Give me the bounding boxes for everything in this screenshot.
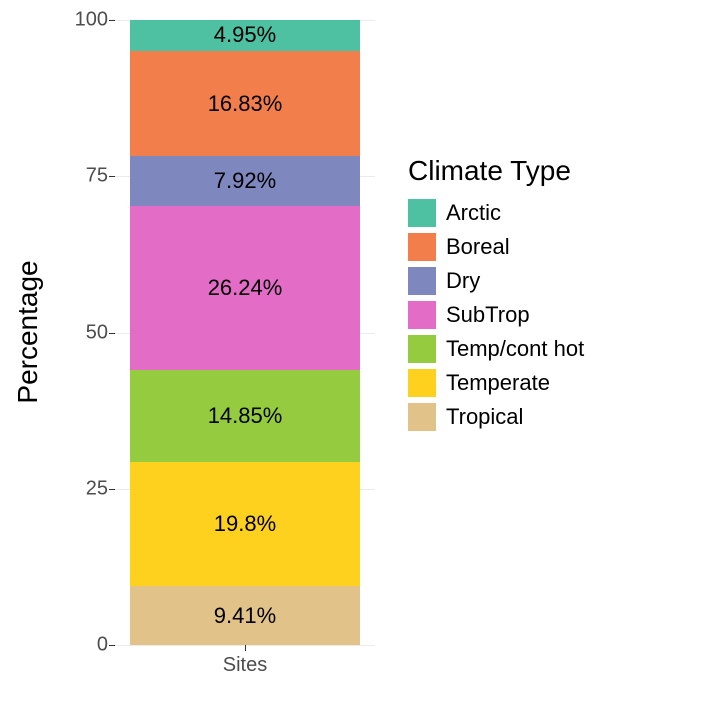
x-tick-label: Sites bbox=[223, 654, 267, 677]
legend-swatch bbox=[408, 369, 436, 397]
legend-item-boreal: Boreal bbox=[408, 233, 584, 261]
legend-swatch bbox=[408, 301, 436, 329]
legend-swatch bbox=[408, 267, 436, 295]
segment-label: 7.92% bbox=[214, 168, 276, 194]
y-tick-label: 50 bbox=[86, 321, 108, 344]
legend-label: Dry bbox=[446, 268, 480, 294]
segment-label: 4.95% bbox=[214, 22, 276, 48]
legend-label: Boreal bbox=[446, 234, 510, 260]
segment-label: 16.83% bbox=[208, 91, 283, 117]
legend-label: SubTrop bbox=[446, 302, 530, 328]
segment-boreal: 16.83% bbox=[130, 51, 360, 156]
segment-label: 9.41% bbox=[214, 603, 276, 629]
legend-swatch bbox=[408, 403, 436, 431]
segment-arctic: 4.95% bbox=[130, 20, 360, 51]
legend-item-dry: Dry bbox=[408, 267, 584, 295]
y-tick-label: 25 bbox=[86, 477, 108, 500]
legend-label: Arctic bbox=[446, 200, 501, 226]
y-tick-label: 75 bbox=[86, 165, 108, 188]
legend-label: Temp/cont hot bbox=[446, 336, 584, 362]
segment-label: 19.8% bbox=[214, 511, 276, 537]
legend-item-tropical: Tropical bbox=[408, 403, 584, 431]
legend-swatch bbox=[408, 233, 436, 261]
y-tick-label: 100 bbox=[75, 9, 108, 32]
segment-subtrop: 26.24% bbox=[130, 206, 360, 370]
legend-item-subtrop: SubTrop bbox=[408, 301, 584, 329]
legend-title: Climate Type bbox=[408, 155, 584, 187]
y-tick-label: 0 bbox=[97, 634, 108, 657]
legend-label: Temperate bbox=[446, 370, 550, 396]
segment-tropical: 9.41% bbox=[130, 586, 360, 645]
legend-item-temperate: Temperate bbox=[408, 369, 584, 397]
segment-label: 14.85% bbox=[208, 403, 283, 429]
y-axis-title: Percentage bbox=[12, 260, 44, 403]
x-tick-mark bbox=[245, 645, 246, 651]
legend-item-temp-cont-hot: Temp/cont hot bbox=[408, 335, 584, 363]
segment-temperate: 19.8% bbox=[130, 462, 360, 586]
legend-swatch bbox=[408, 335, 436, 363]
chart-container: Percentage 0 25 50 75 100 9.41% 19.8% 14… bbox=[0, 0, 708, 724]
plot-area: 9.41% 19.8% 14.85% 26.24% 7.92% 16.83% 4… bbox=[115, 20, 375, 645]
segment-temp-cont-hot: 14.85% bbox=[130, 370, 360, 463]
legend-item-arctic: Arctic bbox=[408, 199, 584, 227]
legend-swatch bbox=[408, 199, 436, 227]
segment-dry: 7.92% bbox=[130, 156, 360, 206]
legend-label: Tropical bbox=[446, 404, 523, 430]
legend: Climate Type Arctic Boreal Dry SubTrop T… bbox=[408, 155, 584, 437]
bar-stack-sites: 9.41% 19.8% 14.85% 26.24% 7.92% 16.83% 4… bbox=[130, 20, 360, 645]
segment-label: 26.24% bbox=[208, 275, 283, 301]
